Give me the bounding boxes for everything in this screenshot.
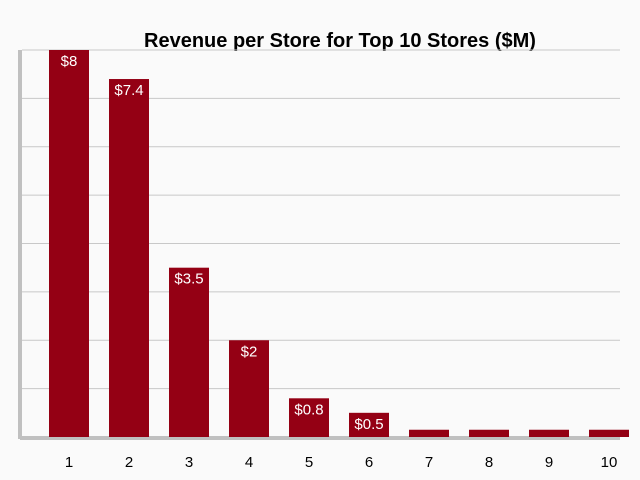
- data-label-5: $0.8: [294, 401, 323, 418]
- data-label-1: $8: [61, 53, 78, 70]
- x-tick-3: 3: [185, 454, 193, 471]
- bar-6: [349, 412, 389, 437]
- data-label-6: $0.5: [354, 416, 383, 433]
- chart-title: Revenue per Store for Top 10 Stores ($M): [144, 30, 536, 52]
- x-tick-6: 6: [365, 454, 373, 471]
- bars: [49, 50, 629, 438]
- bar-7: [409, 429, 449, 437]
- x-tick-2: 2: [125, 454, 133, 471]
- x-tick-7: 7: [425, 454, 433, 471]
- x-tick-labels: 1 2 3 4 5 6 7 8 9 10: [65, 454, 618, 471]
- bar-3: [169, 267, 209, 437]
- x-tick-8: 8: [485, 454, 493, 471]
- axes: [18, 50, 620, 440]
- data-labels: $8 $7.4 $3.5 $2 $0.8 $0.5: [61, 53, 384, 433]
- bar-2: [109, 79, 149, 438]
- bar-1: [49, 50, 89, 437]
- bar-5: [289, 398, 329, 437]
- x-tick-5: 5: [305, 454, 313, 471]
- data-label-4: $2: [241, 343, 258, 360]
- x-tick-10: 10: [601, 454, 618, 471]
- x-tick-9: 9: [545, 454, 553, 471]
- x-tick-1: 1: [65, 454, 73, 471]
- data-label-2: $7.4: [114, 82, 143, 99]
- bar-8: [469, 429, 509, 437]
- bar-9: [529, 429, 569, 437]
- data-label-3: $3.5: [174, 271, 203, 288]
- bar-4: [229, 340, 269, 437]
- bar-10: [589, 429, 629, 437]
- x-tick-4: 4: [245, 454, 253, 471]
